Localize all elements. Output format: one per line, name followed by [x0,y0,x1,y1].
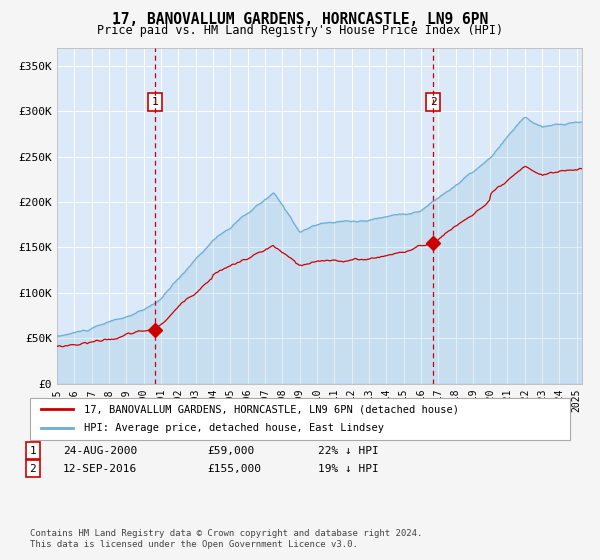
Text: 12-SEP-2016: 12-SEP-2016 [63,464,137,474]
Text: 19% ↓ HPI: 19% ↓ HPI [318,464,379,474]
Text: 1: 1 [29,446,37,456]
Text: 2: 2 [29,464,37,474]
Text: 22% ↓ HPI: 22% ↓ HPI [318,446,379,456]
FancyBboxPatch shape [30,398,570,440]
Text: 17, BANOVALLUM GARDENS, HORNCASTLE, LN9 6PN (detached house): 17, BANOVALLUM GARDENS, HORNCASTLE, LN9 … [84,404,459,414]
Text: £155,000: £155,000 [207,464,261,474]
Text: HPI: Average price, detached house, East Lindsey: HPI: Average price, detached house, East… [84,423,384,433]
Text: 1: 1 [152,97,158,107]
Text: 2: 2 [430,97,437,107]
Text: £59,000: £59,000 [207,446,254,456]
Text: 24-AUG-2000: 24-AUG-2000 [63,446,137,456]
Text: 17, BANOVALLUM GARDENS, HORNCASTLE, LN9 6PN: 17, BANOVALLUM GARDENS, HORNCASTLE, LN9 … [112,12,488,27]
Text: Contains HM Land Registry data © Crown copyright and database right 2024.
This d: Contains HM Land Registry data © Crown c… [30,529,422,549]
Text: Price paid vs. HM Land Registry's House Price Index (HPI): Price paid vs. HM Land Registry's House … [97,24,503,36]
